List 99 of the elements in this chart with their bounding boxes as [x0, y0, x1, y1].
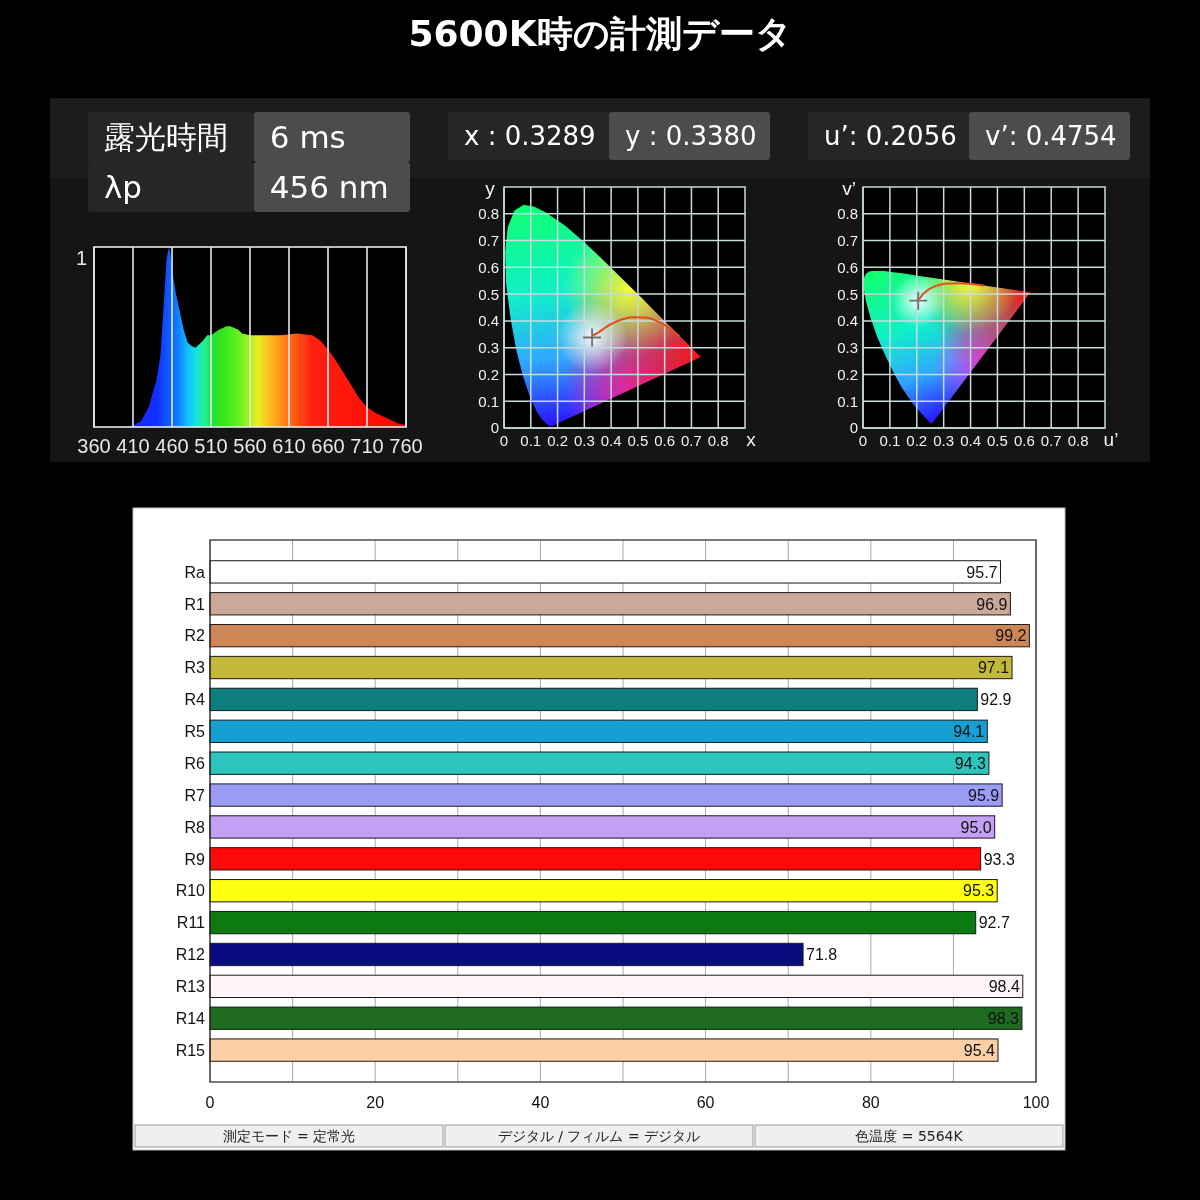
data-label: 92.9: [980, 691, 1012, 709]
x-tick-label: 60: [696, 1094, 715, 1111]
text: u’: 0.2056: [824, 121, 957, 152]
x-tick-label: 360: [77, 435, 111, 457]
y-tick-label: 0.2: [837, 365, 858, 383]
y-tick-label: R12: [175, 946, 206, 964]
text: 5600K時の計測データ: [408, 13, 792, 54]
data-label: 94.3: [954, 754, 987, 772]
y-tick-label: 0.1: [478, 392, 499, 410]
x-tick-label: 0.7: [1040, 432, 1062, 449]
x-tick-label: 710: [350, 435, 384, 457]
text: 1: [75, 247, 87, 270]
y-tick-label: 0: [849, 419, 858, 437]
data-label: 99.2: [995, 627, 1027, 645]
y-tick-label: R2: [184, 627, 206, 645]
x-tick-label: 40: [531, 1094, 550, 1111]
y-tick-label: R5: [184, 723, 206, 741]
line-series: [591, 316, 680, 337]
x-tick-label: 560: [233, 435, 267, 457]
y-tick-label: R1: [184, 595, 206, 613]
y-tick-label: R7: [184, 786, 206, 804]
text: 6 ms: [269, 119, 346, 156]
x-tick-label: 0.6: [1013, 432, 1035, 449]
y-tick-label: R3: [184, 659, 206, 677]
text: 露光時間: [104, 119, 228, 156]
text: 測定モード = 定常光: [222, 1128, 356, 1145]
x-tick-label: 0.3: [933, 432, 955, 449]
text: λp: [104, 169, 143, 206]
text: y : 0.3380: [625, 121, 757, 152]
x-tick-label: 660: [311, 435, 345, 457]
y-tick-label: 0.5: [837, 285, 858, 303]
data-label: 94.1: [953, 723, 985, 741]
data-label: 95.9: [967, 786, 1000, 804]
data-label: 97.1: [977, 659, 1010, 677]
y-tick-label: 0.5: [478, 285, 499, 303]
y-tick-label: 0.3: [837, 339, 858, 357]
x-tick-label: 20: [366, 1094, 385, 1111]
y-tick-label: 0.2: [478, 365, 499, 383]
data-label: 98.4: [988, 978, 1020, 996]
x-tick-label: 760: [389, 435, 423, 457]
x-tick-label: 610: [272, 435, 306, 457]
line-series: [916, 282, 985, 301]
x-tick-label: 0.1: [879, 432, 901, 449]
text: x : 0.3289: [464, 121, 596, 152]
x-tick-label: 0.1: [520, 432, 542, 449]
y-tick-label: R14: [175, 1010, 206, 1027]
y-tick-label: R11: [176, 914, 206, 932]
x-tick-label: 0.8: [1067, 432, 1089, 449]
y-axis-title: v’: [842, 178, 856, 199]
data-label: 95.4: [963, 1041, 996, 1059]
y-tick-label: 0.7: [837, 231, 858, 249]
x-axis-title: x: [746, 429, 757, 450]
x-tick-label: 0.8: [707, 432, 729, 449]
data-label: 96.9: [976, 595, 1008, 613]
x-axis-title: u’: [1103, 429, 1119, 450]
y-tick-label: R10: [175, 882, 206, 900]
y-tick-label: Ra: [184, 563, 206, 581]
y-tick-label: R6: [184, 754, 206, 772]
data-label: 95.7: [966, 563, 998, 581]
y-tick-label: 0.4: [478, 312, 499, 330]
x-tick-label: 410: [116, 435, 150, 457]
y-tick-label: 0.8: [837, 205, 858, 223]
data-label: 98.3: [987, 1010, 1020, 1027]
x-tick-label: 0.5: [627, 432, 649, 449]
y-tick-label: 0.4: [837, 312, 858, 330]
text: 色温度 = 5564K: [855, 1128, 964, 1145]
x-tick-label: 510: [194, 435, 228, 457]
x-tick-label: 0.7: [681, 432, 702, 449]
y-tick-label: 0.6: [837, 258, 858, 276]
text: 456 nm: [269, 169, 389, 206]
x-tick-label: 0.4: [960, 432, 981, 449]
x-tick-label: 0.2: [906, 432, 928, 449]
y-tick-label: 0.7: [478, 231, 499, 249]
x-tick-label: 0.5: [987, 432, 1008, 449]
y-tick-label: R8: [184, 818, 206, 836]
x-tick-label: 0.2: [547, 432, 568, 449]
y-tick-label: 0.1: [837, 392, 858, 410]
x-tick-label: 0.4: [600, 432, 622, 449]
y-tick-label: R4: [184, 691, 206, 709]
x-tick-label: 80: [861, 1094, 880, 1111]
y-tick-label: 0.8: [478, 205, 499, 223]
y-tick-label: R13: [175, 978, 206, 996]
y-tick-label: 0.3: [478, 339, 499, 357]
data-label: 95.0: [960, 818, 992, 836]
data-label: 93.3: [983, 850, 1015, 868]
x-tick-label: 100: [1022, 1094, 1050, 1111]
text: v’: 0.4754: [985, 121, 1117, 152]
text: デジタル / フィルム = デジタル: [497, 1128, 701, 1145]
data-label: 71.8: [806, 946, 838, 964]
data-label: 95.3: [963, 882, 995, 900]
y-axis-title: y: [485, 178, 496, 199]
x-tick-label: 460: [155, 435, 189, 457]
y-tick-label: 0.6: [478, 258, 499, 276]
data-label: 92.7: [978, 914, 1010, 932]
x-tick-label: 0.6: [654, 432, 676, 449]
y-tick-label: 0: [490, 419, 499, 437]
y-tick-label: R9: [184, 850, 206, 868]
x-tick-label: 0.3: [573, 432, 595, 449]
y-tick-label: R15: [175, 1041, 206, 1059]
